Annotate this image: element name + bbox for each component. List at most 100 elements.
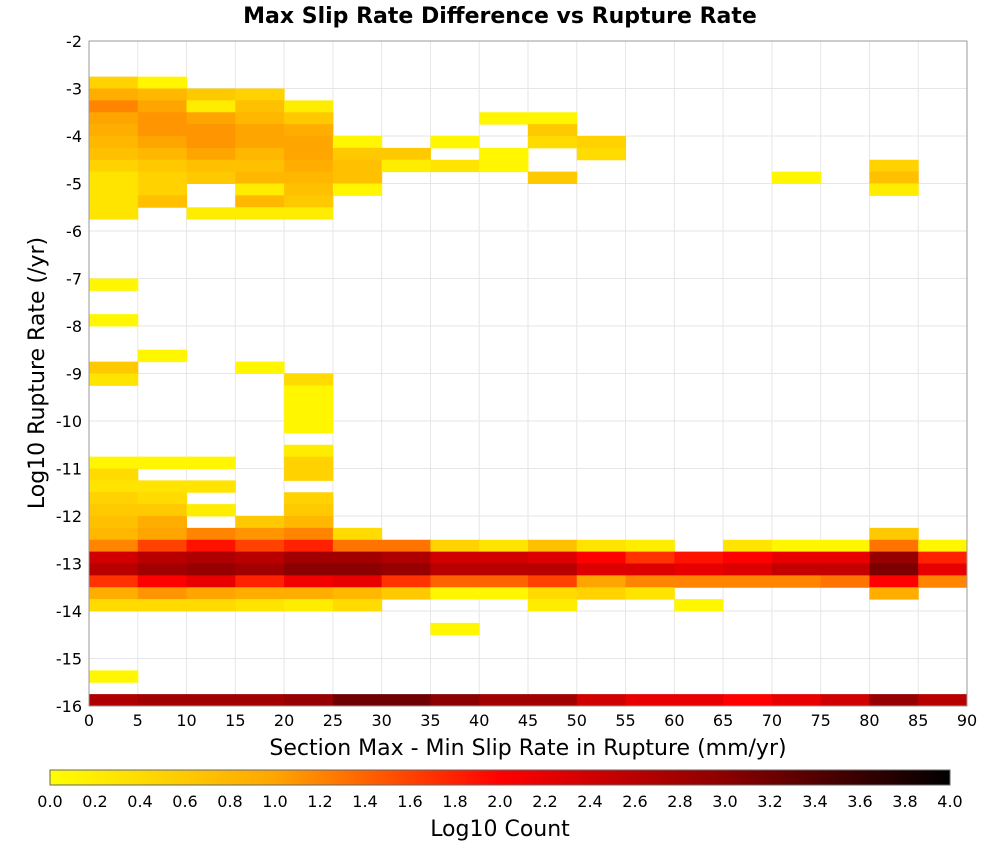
heatmap-cell <box>235 527 285 541</box>
x-tick-label: 0 <box>84 711 94 730</box>
heatmap-cell <box>430 622 480 636</box>
heatmap-cell <box>723 563 773 576</box>
heatmap-cell <box>528 563 578 576</box>
heatmap-cell <box>771 694 822 707</box>
x-tick-label: 90 <box>957 711 977 730</box>
y-tick-label: -10 <box>56 412 82 431</box>
heatmap-cell <box>820 575 870 588</box>
heatmap-cell <box>820 539 870 553</box>
heatmap-cell <box>137 88 188 101</box>
heatmap-cell <box>625 563 675 576</box>
heatmap-cell <box>186 575 236 588</box>
heatmap-cell <box>771 575 822 588</box>
heatmap-cell <box>89 694 139 707</box>
heatmap-cell <box>674 599 724 612</box>
heatmap-cell <box>576 563 627 576</box>
heatmap-cell <box>284 124 334 137</box>
heatmap-cell <box>332 527 383 541</box>
heatmap-cell <box>89 527 139 541</box>
heatmap-cell <box>284 563 334 576</box>
colorbar-tick-label: 3.6 <box>847 792 872 811</box>
colorbar-tick-label: 2.2 <box>532 792 557 811</box>
x-tick-label: 45 <box>518 711 538 730</box>
y-axis-label: Log10 Rupture Rate (/yr) <box>25 237 50 509</box>
heatmap-cell <box>869 575 919 588</box>
heatmap-cell <box>89 100 139 113</box>
colorbar-tick-label: 1.8 <box>442 792 467 811</box>
heatmap-cell <box>284 575 334 588</box>
heatmap-cell <box>528 694 578 707</box>
x-tick-label: 25 <box>323 711 343 730</box>
heatmap-cell <box>89 492 139 505</box>
heatmap-cell <box>235 183 285 196</box>
x-tick-labels: 0 5 10 15 20 25 30 35 40 45 50 55 60 65 70 75 80 85 90 <box>84 711 977 730</box>
heatmap-cell <box>235 171 285 184</box>
heatmap-cell <box>284 468 334 481</box>
heatmap-cell <box>723 551 773 564</box>
heatmap-cell <box>89 563 139 576</box>
heatmap-cell <box>89 278 139 291</box>
x-tick-label: 70 <box>762 711 782 730</box>
heatmap-cell <box>332 575 383 588</box>
colorbar-tick-label: 2.0 <box>487 792 512 811</box>
colorbar <box>49 769 951 786</box>
heatmap-cell <box>820 551 870 564</box>
heatmap-cell <box>137 124 188 137</box>
colorbar-label: Log10 Count <box>430 817 570 842</box>
heatmap-cell <box>284 385 334 398</box>
heatmap-cell <box>89 504 139 517</box>
heatmap-cell <box>137 100 188 113</box>
heatmap-cell <box>89 539 139 553</box>
heatmap-cell <box>381 539 431 553</box>
heatmap-cell <box>186 207 236 220</box>
heatmap-cell <box>576 694 627 707</box>
heatmap-cell <box>235 207 285 220</box>
x-tick-label: 80 <box>859 711 879 730</box>
heatmap-cell <box>430 575 480 588</box>
heatmap-cell <box>820 563 870 576</box>
colorbar-tick-label: 1.6 <box>397 792 422 811</box>
heatmap-cell <box>186 124 236 137</box>
heatmap-cell <box>284 694 334 707</box>
heatmap-cell <box>430 539 480 553</box>
heatmap-cell <box>528 551 578 564</box>
heatmap-cell <box>284 444 334 458</box>
heatmap-cell <box>869 694 919 707</box>
heatmap-cell <box>186 171 236 184</box>
heatmap-cell <box>576 587 627 600</box>
y-tick-label: -2 <box>66 32 82 51</box>
y-tick-label: -7 <box>66 270 82 289</box>
heatmap-cell <box>186 147 236 161</box>
heatmap-cell <box>771 551 822 564</box>
colorbar-tick-label: 0.8 <box>217 792 242 811</box>
x-tick-label: 15 <box>225 711 245 730</box>
heatmap-cell <box>918 539 968 553</box>
heatmap-cell <box>89 587 139 600</box>
heatmap-cell <box>137 159 188 173</box>
colorbar-tick-label: 0.6 <box>172 792 197 811</box>
colorbar-tick-label: 3.8 <box>892 792 917 811</box>
heatmap-cell <box>89 124 139 137</box>
y-tick-label: -13 <box>56 555 82 574</box>
x-tick-label: 75 <box>810 711 830 730</box>
heatmap-cell <box>528 599 578 612</box>
heatmap-cell <box>723 539 773 553</box>
colorbar-tick-labels: 0.0 0.2 0.4 0.6 0.8 1.0 1.2 1.4 1.6 1.8 2.0 2.2 2.4 2… <box>37 792 962 811</box>
heatmap-cell <box>332 539 383 553</box>
heatmap-cells <box>89 76 968 707</box>
heatmap-cell <box>332 183 383 196</box>
heatmap-cell <box>284 516 334 529</box>
y-tick-labels: -2 -3 -4 -5 -6 -7 -8 -9 -10 -11 -12 -13 -14 -15 -16 <box>56 32 82 716</box>
heatmap-cell <box>869 183 919 196</box>
heatmap-cell <box>89 373 139 386</box>
y-tick-label: -5 <box>66 175 82 194</box>
heatmap-cell <box>186 527 236 541</box>
heatmap-cell <box>89 670 139 683</box>
heatmap-cell <box>332 159 383 173</box>
heatmap-cell <box>89 599 139 612</box>
heatmap-cell <box>479 539 529 553</box>
heatmap-cell <box>235 195 285 208</box>
colorbar-tick-label: 0.0 <box>37 792 62 811</box>
heatmap-cell <box>625 587 675 600</box>
heatmap-cell <box>284 421 334 434</box>
